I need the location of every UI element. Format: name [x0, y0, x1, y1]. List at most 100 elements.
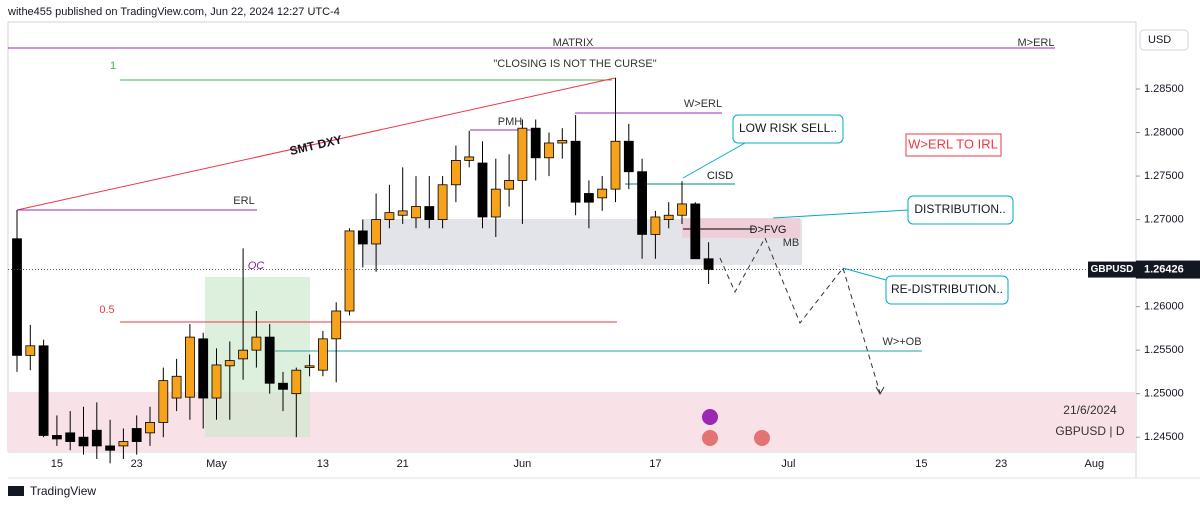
candle-body — [371, 219, 382, 245]
candle-body — [211, 364, 222, 399]
candle-body — [623, 140, 634, 173]
candle-body — [331, 310, 342, 340]
candle-body — [411, 206, 421, 219]
y-tick-label: 1.28000 — [1144, 126, 1184, 138]
annotation: PMH — [498, 116, 523, 128]
callout-pointer — [772, 209, 909, 219]
candle-body — [437, 184, 448, 220]
callout-pointer — [842, 267, 887, 281]
candle-body — [584, 193, 594, 203]
candle-body — [344, 230, 355, 312]
annotation: DISTRIBUTION.. — [914, 202, 1005, 216]
candle-body — [490, 188, 501, 218]
annotation: GBPUSD | D — [1055, 424, 1124, 438]
y-tick-label: 1.25500 — [1144, 344, 1184, 356]
candle-body — [91, 429, 102, 447]
event-icon[interactable] — [754, 430, 770, 446]
price-value: 1.26426 — [1144, 263, 1184, 275]
annotation: ERL — [233, 195, 254, 207]
annotation: 0.5 — [99, 304, 114, 316]
projection-path — [719, 236, 881, 394]
callout-box — [907, 195, 1014, 225]
candle-body — [477, 162, 488, 218]
x-tick-label: Jul — [781, 458, 795, 470]
candle-body — [105, 445, 115, 451]
candle-body — [171, 375, 182, 399]
annotation: OC — [248, 260, 265, 272]
annotation: MB — [783, 237, 800, 249]
candle-body — [158, 380, 169, 423]
candle-body — [397, 210, 408, 216]
candle-body — [357, 230, 368, 245]
price-label-name: GBPUSD — [1091, 264, 1134, 275]
candle-body — [663, 214, 674, 220]
candle-body — [145, 422, 155, 434]
annotation: 1 — [110, 60, 116, 72]
candle-body — [677, 203, 687, 216]
header: withe455 published on TradingView.com, J… — [7, 6, 340, 18]
candle-body — [570, 140, 581, 203]
logo — [8, 486, 24, 496]
candle-body — [12, 238, 22, 356]
annotation: W>ERL — [684, 98, 722, 110]
x-tick-label: Aug — [1085, 458, 1105, 470]
x-tick-label: May — [206, 458, 227, 470]
candle-body — [264, 336, 275, 384]
smt-line — [16, 77, 616, 211]
candle-body — [530, 127, 541, 159]
callout-box — [732, 114, 844, 144]
candle-body — [278, 382, 288, 390]
candle-body — [690, 203, 701, 260]
footer: TradingView — [30, 484, 96, 498]
candle-body — [557, 139, 568, 144]
candle-body — [464, 156, 475, 161]
candle-body — [65, 432, 76, 442]
x-tick-label: 13 — [317, 458, 329, 470]
candle-body — [517, 127, 528, 181]
y-tick-label: 1.28500 — [1144, 83, 1184, 95]
callout-box — [905, 133, 1002, 157]
event-icon[interactable] — [702, 430, 718, 446]
x-tick-label: 23 — [995, 458, 1007, 470]
x-tick-label: Jun — [514, 458, 532, 470]
candle-body — [450, 160, 461, 186]
y-tick-label: 1.27500 — [1144, 170, 1184, 182]
price-value-bg — [1136, 260, 1200, 279]
candle-body — [78, 436, 89, 447]
callout-pointer — [682, 142, 746, 179]
x-tick-label: 15 — [915, 458, 927, 470]
candle-body — [251, 336, 262, 351]
y-tick-label: 1.27000 — [1144, 213, 1184, 225]
candle-body — [238, 349, 249, 360]
arrow-head — [875, 386, 885, 396]
annotation: MATRIX — [553, 37, 594, 49]
callout-box — [885, 275, 1009, 305]
candle-body — [224, 360, 235, 367]
annotation: LOW RISK SELL.. — [739, 121, 837, 135]
candle-body — [650, 216, 661, 235]
candle-body — [597, 188, 608, 199]
candle-body — [52, 435, 62, 440]
candle-body — [25, 345, 36, 356]
fvg-zone — [682, 218, 800, 238]
x-tick-label: 23 — [131, 458, 143, 470]
green-zone — [205, 277, 310, 437]
annotation: W>+OB — [882, 336, 921, 348]
price-label-bg — [1088, 261, 1136, 278]
candle-body — [544, 142, 554, 159]
event-icon[interactable] — [702, 409, 718, 425]
x-tick-label: 17 — [649, 458, 661, 470]
x-tick-label: 15 — [51, 458, 63, 470]
annotation: W>ERL TO IRL — [908, 136, 998, 151]
candle-body — [38, 345, 49, 436]
pink-zone — [8, 392, 1136, 452]
candle-body — [424, 206, 435, 220]
candle-body — [317, 338, 328, 371]
currency-box[interactable] — [1139, 29, 1189, 51]
candle-body — [504, 180, 515, 190]
y-tick-label: 1.24500 — [1144, 431, 1184, 443]
annotation: D>FVG — [750, 224, 787, 236]
candle-body — [184, 336, 195, 398]
candle-body — [118, 441, 129, 447]
